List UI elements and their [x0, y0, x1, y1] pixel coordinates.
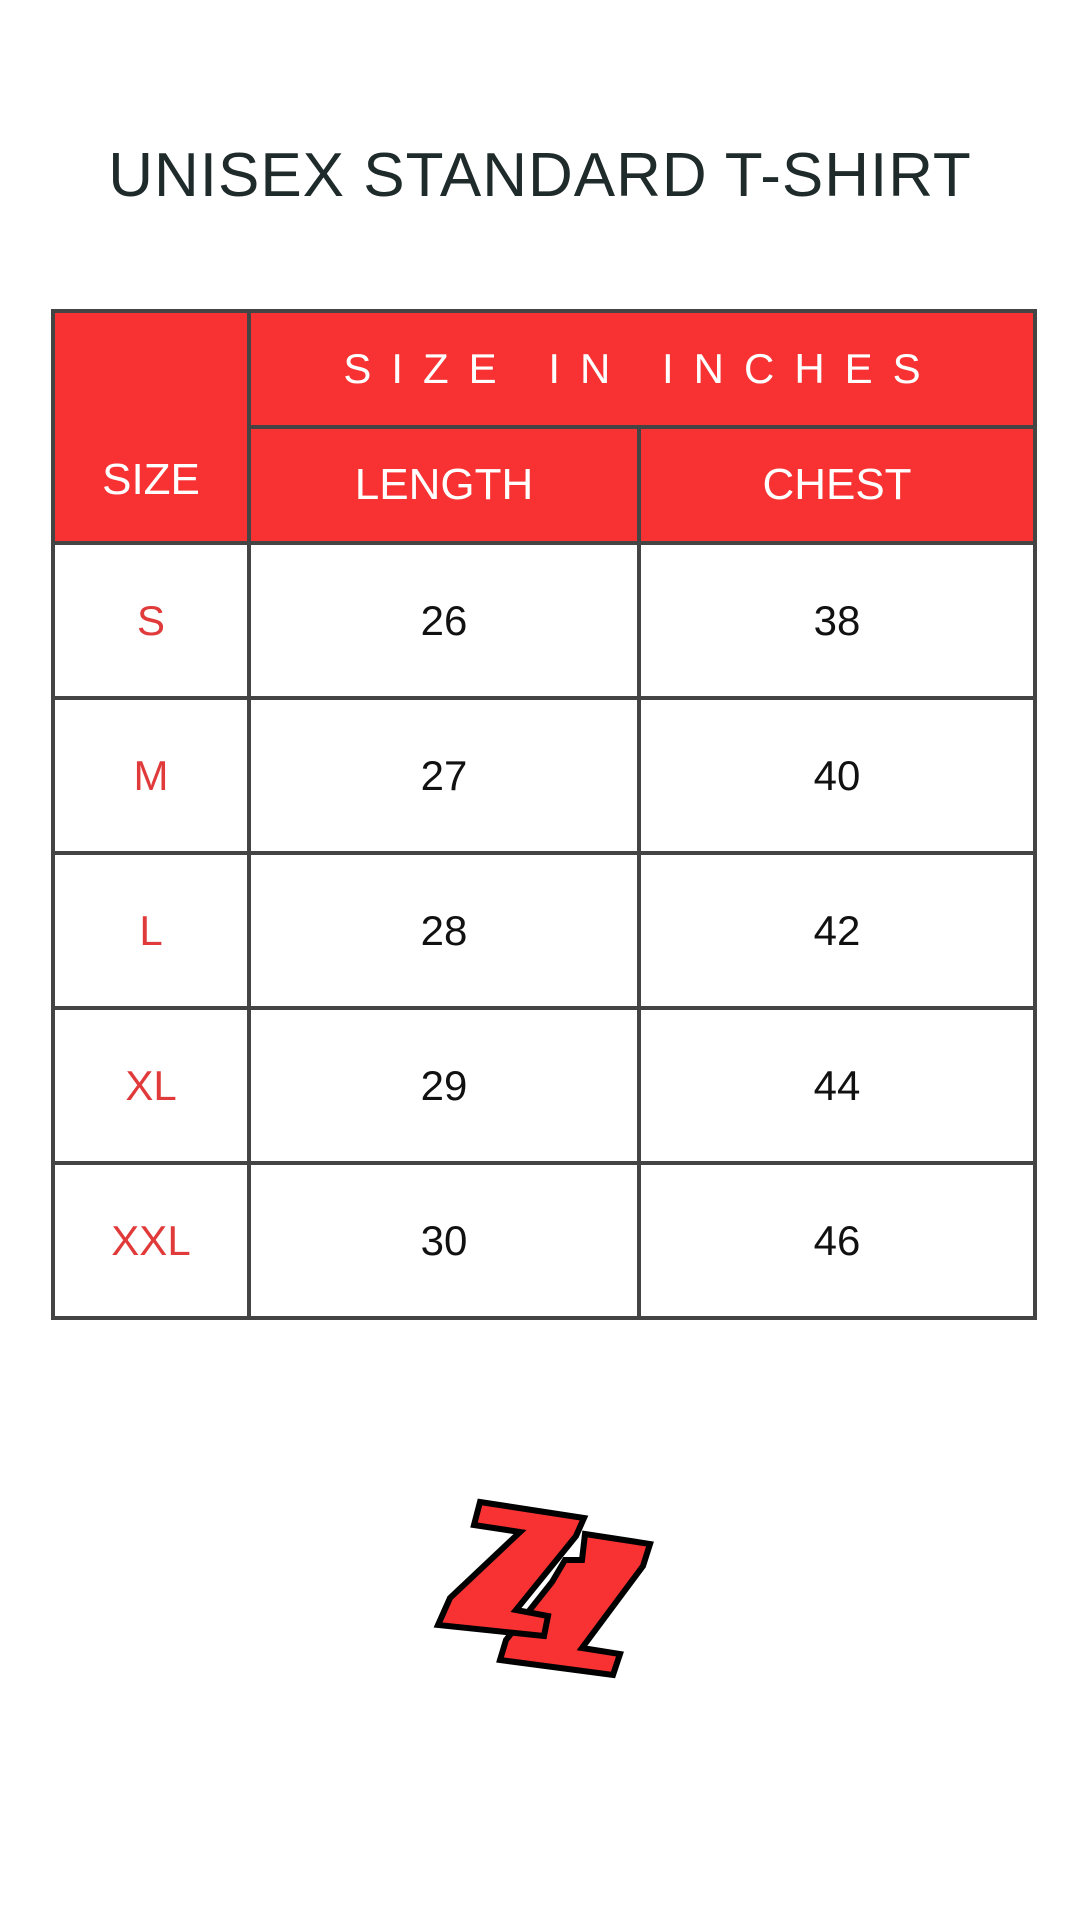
table-row: XL 29 44	[51, 1006, 1038, 1165]
page-title: UNISEX STANDARD T-SHIRT	[108, 141, 972, 210]
size-cell: XXL	[51, 1161, 251, 1320]
size-cell: L	[51, 851, 251, 1010]
chest-cell: 38	[636, 541, 1038, 700]
table-row: M 27 40	[51, 696, 1038, 855]
header-length: LENGTH	[247, 425, 641, 545]
table-row: L 28 42	[51, 851, 1038, 1010]
chest-cell: 44	[636, 1006, 1038, 1165]
length-cell: 26	[247, 541, 641, 700]
header-size: SIZE	[51, 309, 251, 545]
logo-z-front	[433, 1498, 589, 1640]
size-cell: XL	[51, 1006, 251, 1165]
chest-cell: 40	[636, 696, 1038, 855]
size-chart-table: SIZE SIZE IN INCHES LENGTH CHEST S 26 38…	[51, 309, 1038, 1320]
chest-cell: 42	[636, 851, 1038, 1010]
chest-cell: 46	[636, 1161, 1038, 1320]
table-row: XXL 30 46	[51, 1161, 1038, 1320]
length-cell: 29	[247, 1006, 641, 1165]
header-chest: CHEST	[636, 425, 1038, 545]
logo-z-back	[496, 1530, 654, 1679]
size-cell: M	[51, 696, 251, 855]
length-cell: 27	[247, 696, 641, 855]
size-cell: S	[51, 541, 251, 700]
header-size-in-inches: SIZE IN INCHES	[246, 309, 1038, 429]
length-cell: 30	[247, 1161, 641, 1320]
table-row: S 26 38	[51, 541, 1038, 700]
length-cell: 28	[247, 851, 641, 1010]
zz-logo-icon	[433, 1498, 654, 1679]
